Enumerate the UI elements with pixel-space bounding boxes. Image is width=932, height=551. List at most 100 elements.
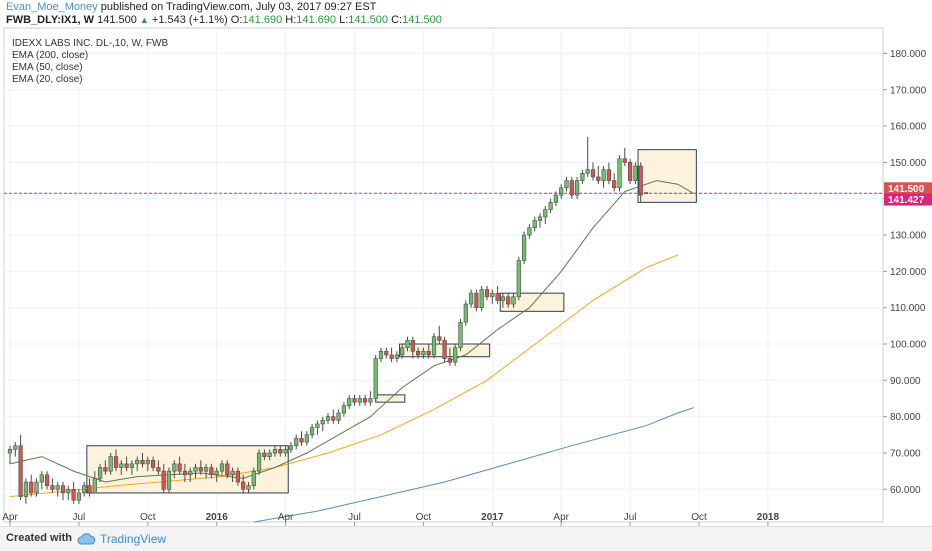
candle-body <box>7 449 13 454</box>
price-chart[interactable]: 180.000170.000160.000150.000140.000130.0… <box>0 0 932 526</box>
candle-body <box>548 202 553 210</box>
candle-body <box>410 340 415 352</box>
candle-down <box>384 347 389 359</box>
candle-down <box>209 463 214 479</box>
candle-up <box>559 184 564 199</box>
candle-down <box>627 158 633 185</box>
candle-body <box>368 398 373 403</box>
candle-body <box>145 459 150 465</box>
candle-body <box>468 292 474 305</box>
candle-body <box>140 459 145 465</box>
candle-body <box>537 216 543 221</box>
low-value: 141.500 <box>348 14 389 26</box>
x-tick-label: 2017 <box>481 512 504 523</box>
candle-body <box>256 452 262 472</box>
candle-body <box>341 405 347 414</box>
candle-up <box>251 467 256 490</box>
x-tick-label: 2016 <box>206 512 229 523</box>
candle-down <box>235 467 241 486</box>
annotation-box <box>499 292 565 312</box>
candle-body <box>574 180 580 196</box>
candle-up <box>66 485 71 501</box>
y-tick-label: 120.000 <box>890 267 927 278</box>
candle-body <box>569 180 574 196</box>
candle-down <box>410 336 415 359</box>
candle-up <box>76 489 81 504</box>
candle-body <box>389 354 394 359</box>
candle-up <box>553 191 558 206</box>
candle-body <box>585 169 590 174</box>
candle-up <box>574 176 580 199</box>
candle-up <box>633 162 638 185</box>
open-label: O: <box>230 14 243 26</box>
y-tick-label: 70.000 <box>890 448 921 459</box>
candle-up <box>7 445 13 464</box>
candle-up <box>543 205 548 225</box>
candle-body <box>294 438 299 447</box>
author-link[interactable]: Evan_Moe_Money <box>6 1 98 13</box>
candle-down <box>606 162 611 185</box>
candle-body <box>596 176 601 181</box>
candle-body <box>511 296 516 305</box>
candle-body <box>299 438 304 443</box>
candle-body <box>553 194 558 203</box>
candle-body <box>447 358 453 363</box>
plot-area[interactable] <box>3 27 884 523</box>
low-label: L: <box>339 14 349 26</box>
candle-body <box>34 481 39 494</box>
candle-up <box>119 460 124 475</box>
candle-body <box>347 398 352 407</box>
candle-down <box>506 293 511 308</box>
x-tick-label: Jul <box>348 512 361 523</box>
candle-body <box>13 445 18 450</box>
close-value: 141.500 <box>402 14 442 26</box>
candle-down <box>182 463 188 483</box>
candle-up <box>368 391 373 406</box>
candle-down <box>299 431 304 446</box>
candle-body <box>320 419 325 425</box>
candle-up <box>219 460 225 475</box>
candle-up <box>468 289 474 308</box>
y-tick-label: 90.000 <box>890 376 921 387</box>
candle-up <box>204 463 209 479</box>
candle-body <box>50 485 55 490</box>
candle-body <box>442 340 447 359</box>
candle-body <box>76 492 81 501</box>
candle-down <box>113 449 119 472</box>
legend-title: IDEXX LABS INC. DL-,10, W, FWB <box>12 38 169 49</box>
legend-ema50[interactable]: EMA (50, close) <box>12 62 83 73</box>
x-tick-label: Oct <box>691 512 707 523</box>
candle-body <box>267 452 272 457</box>
candle-down <box>484 285 490 301</box>
candle-body <box>177 463 182 472</box>
candle-body <box>373 358 378 399</box>
candle-down <box>60 482 66 501</box>
candle-down <box>389 347 394 363</box>
candle-body <box>400 347 405 356</box>
legend-ema20[interactable]: EMA (20, close) <box>12 74 83 85</box>
y-axis: 180.000170.000160.000150.000140.000130.0… <box>883 49 927 496</box>
candle-body <box>421 350 426 356</box>
candle-up <box>188 467 193 483</box>
candle-body <box>362 398 368 403</box>
candle-up <box>214 467 219 483</box>
candle-body <box>559 187 564 196</box>
candle-up <box>548 198 553 214</box>
candle-body <box>405 340 410 348</box>
tradingview-brand[interactable]: TradingView <box>76 531 166 547</box>
candle-up <box>166 467 172 493</box>
x-tick-label: Apr <box>2 512 18 523</box>
price-change: +1.543 (+1.1%) <box>151 14 228 26</box>
candle-body <box>193 467 198 472</box>
candle-up <box>98 463 103 483</box>
candle-up <box>373 354 378 403</box>
candle-up <box>230 467 235 483</box>
candle-up <box>39 471 44 490</box>
legend-ema200[interactable]: EMA (200, close) <box>12 50 89 61</box>
candle-down <box>442 336 447 363</box>
candle-up <box>400 344 405 359</box>
candle-body <box>188 470 193 476</box>
candle-body <box>606 169 611 181</box>
candle-body <box>357 398 362 403</box>
candle-down <box>437 325 442 345</box>
